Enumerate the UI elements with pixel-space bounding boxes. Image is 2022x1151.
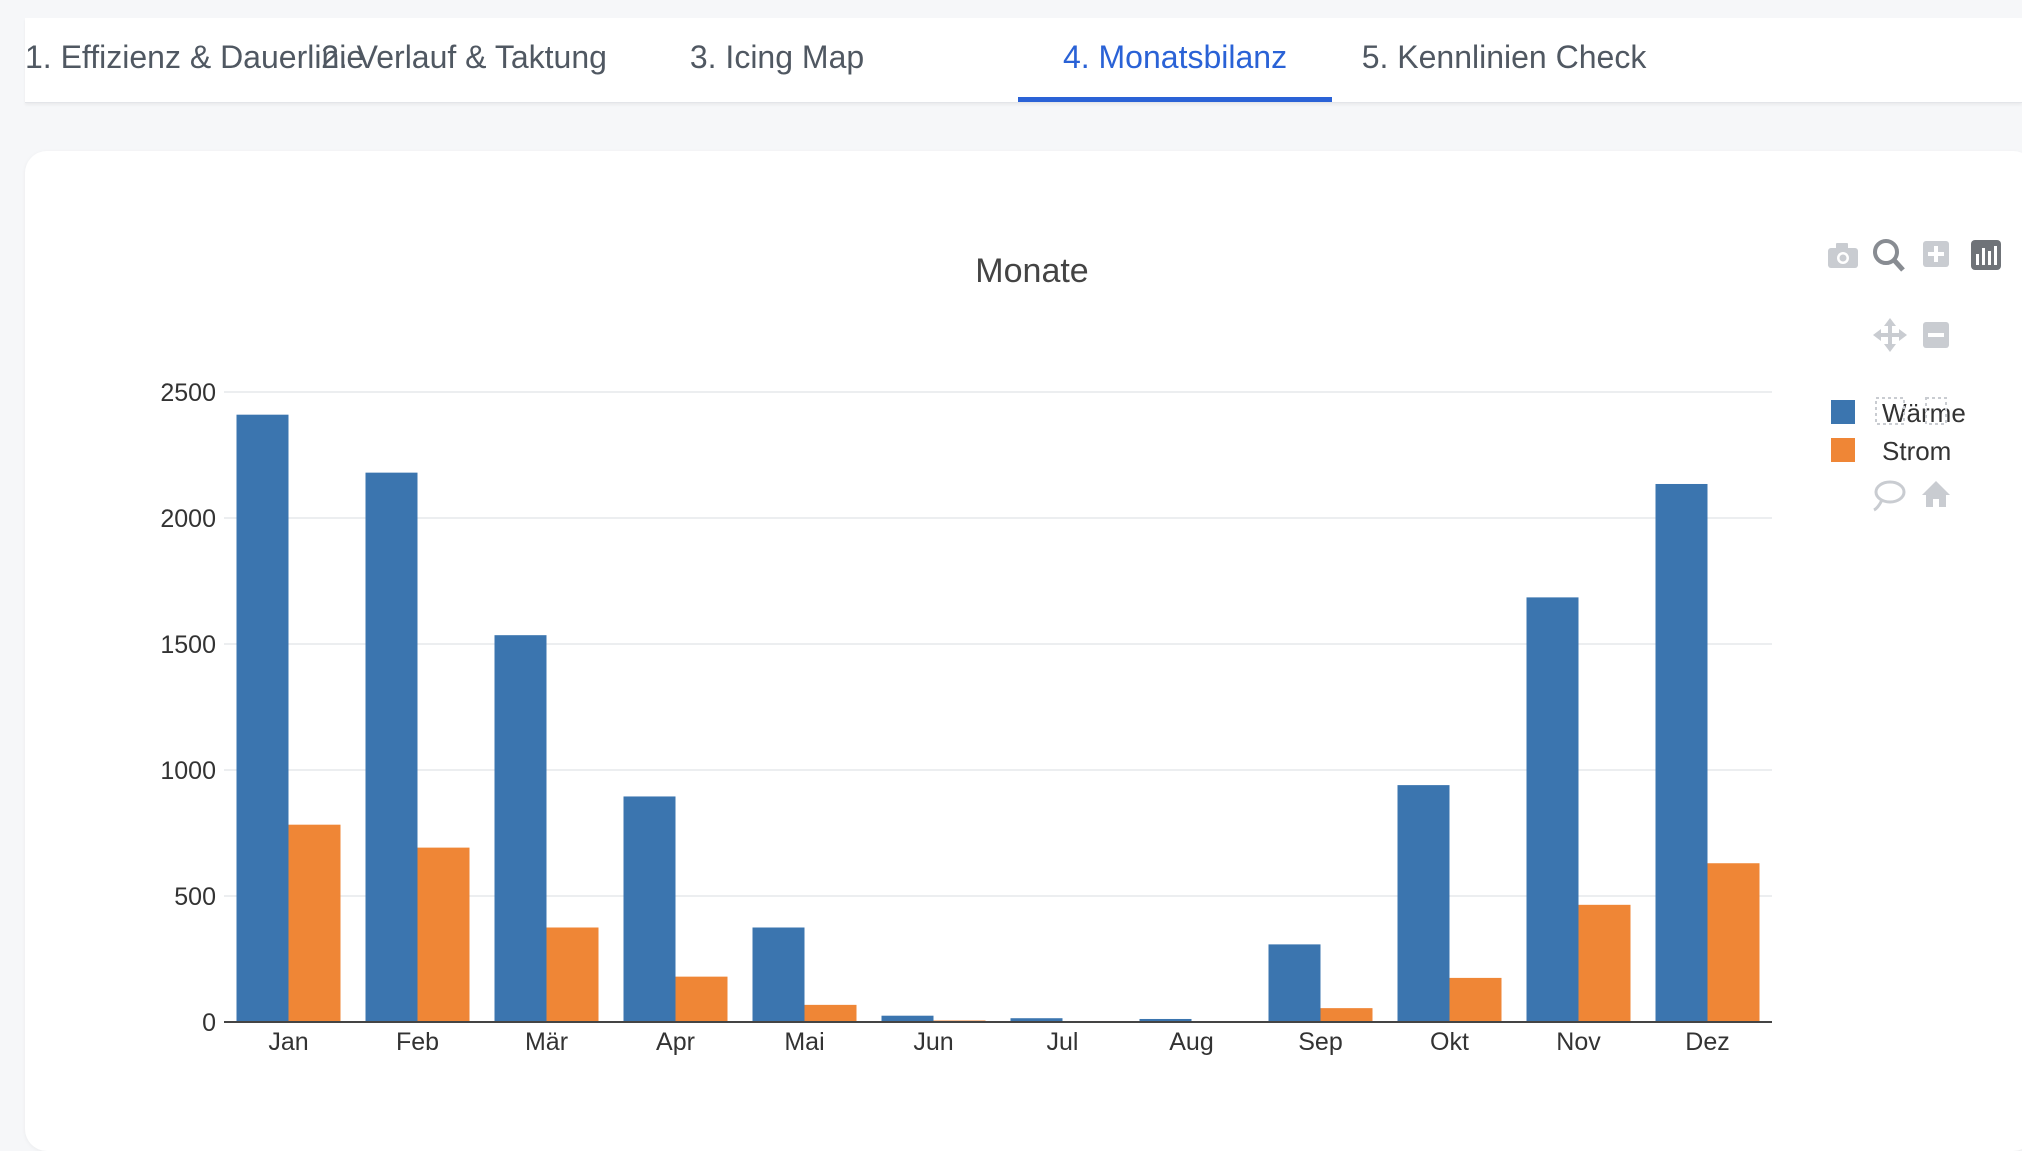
pan-icon[interactable] — [1873, 318, 1907, 352]
y-tick-label: 1500 — [160, 631, 216, 659]
box-select-icon[interactable] — [1875, 397, 1947, 425]
bar-strom-sep[interactable] — [1320, 1008, 1373, 1022]
home-icon[interactable] — [1922, 481, 1950, 507]
bar-strom-dez[interactable] — [1707, 863, 1760, 1022]
x-tick-label: Aug — [1169, 1028, 1213, 1056]
bar-waerme-dez[interactable] — [1655, 483, 1708, 1023]
tab-kennlinien-check[interactable]: 5. Kennlinien Check — [1361, 39, 1647, 75]
y-tick-label: 500 — [174, 883, 216, 911]
y-tick-label: 1000 — [160, 757, 216, 785]
x-tick-label: Jul — [1047, 1028, 1079, 1056]
bar-chart-icon[interactable] — [1971, 240, 2001, 270]
legend-label-waerme[interactable]: Wärme — [1882, 398, 1966, 428]
bar-waerme-mär[interactable] — [494, 635, 547, 1022]
bar-waerme-okt[interactable] — [1397, 785, 1450, 1022]
x-tick-label: Dez — [1685, 1028, 1729, 1056]
zoom-out-icon[interactable] — [1923, 322, 1949, 348]
legend-swatch-waerme — [1831, 400, 1855, 424]
chart-title: Monate — [975, 252, 1088, 290]
x-tick-label: Jun — [913, 1028, 953, 1056]
y-axis-ticks: 0 500 1000 1500 2000 2500 — [160, 379, 216, 1037]
x-tick-label: Nov — [1556, 1028, 1601, 1056]
x-tick-label: Apr — [656, 1028, 695, 1056]
bar-waerme-aug[interactable] — [1139, 1018, 1192, 1022]
y-tick-label: 2000 — [160, 505, 216, 533]
modebar — [1828, 239, 2001, 512]
bar-chart: Monate 0 500 1000 1500 2000 2500 Jan Feb Mär Apr… — [160, 239, 2001, 1056]
tab-icing-map[interactable]: 3. Icing Map — [689, 39, 865, 75]
x-tick-label: Sep — [1298, 1028, 1342, 1056]
bar-waerme-mai[interactable] — [752, 927, 805, 1023]
legend-swatch-strom — [1831, 438, 1855, 462]
bar-strom-mai[interactable] — [804, 1004, 857, 1022]
bar-strom-apr[interactable] — [675, 976, 728, 1022]
tab-bar: 1. Effizienz & Dauerlinie 2. Verlauf & T… — [25, 18, 2022, 103]
bar-waerme-jul[interactable] — [1010, 1018, 1063, 1022]
camera-icon[interactable] — [1828, 243, 1858, 268]
gridlines — [224, 391, 1772, 897]
bar-waerme-jun[interactable] — [881, 1015, 934, 1022]
zoom-icon[interactable] — [1873, 239, 1905, 272]
x-tick-label: Mär — [525, 1028, 568, 1056]
x-tick-label: Okt — [1430, 1028, 1469, 1056]
bar-waerme-sep[interactable] — [1268, 944, 1321, 1022]
x-tick-label: Jan — [268, 1028, 308, 1056]
y-tick-label: 0 — [202, 1009, 216, 1037]
bar-waerme-jan[interactable] — [236, 414, 289, 1022]
bar-waerme-nov[interactable] — [1526, 597, 1579, 1022]
bar-strom-feb[interactable] — [417, 847, 470, 1022]
x-tick-label: Mai — [784, 1028, 824, 1056]
bar-strom-mär[interactable] — [546, 927, 599, 1023]
x-tick-label: Feb — [396, 1028, 439, 1056]
zoom-in-icon[interactable] — [1923, 241, 1949, 267]
bar-waerme-apr[interactable] — [623, 796, 676, 1022]
bar-waerme-feb[interactable] — [365, 472, 418, 1022]
y-tick-label: 2500 — [160, 379, 216, 407]
legend-label-strom[interactable]: Strom — [1882, 436, 1951, 466]
tab-monatsbilanz[interactable]: 4. Monatsbilanz — [1018, 18, 1332, 102]
x-axis-ticks: Jan Feb Mär Apr Mai Jun Jul Aug Sep Okt Nov Dez — [268, 1028, 1729, 1056]
bar-strom-okt[interactable] — [1449, 977, 1502, 1022]
bar-strom-nov[interactable] — [1578, 904, 1631, 1022]
tab-verlauf-taktung[interactable]: 2. Verlauf & Taktung — [321, 39, 607, 75]
bar-strom-jan[interactable] — [288, 824, 341, 1022]
lasso-icon[interactable] — [1873, 480, 1906, 512]
bars — [236, 414, 1760, 1023]
